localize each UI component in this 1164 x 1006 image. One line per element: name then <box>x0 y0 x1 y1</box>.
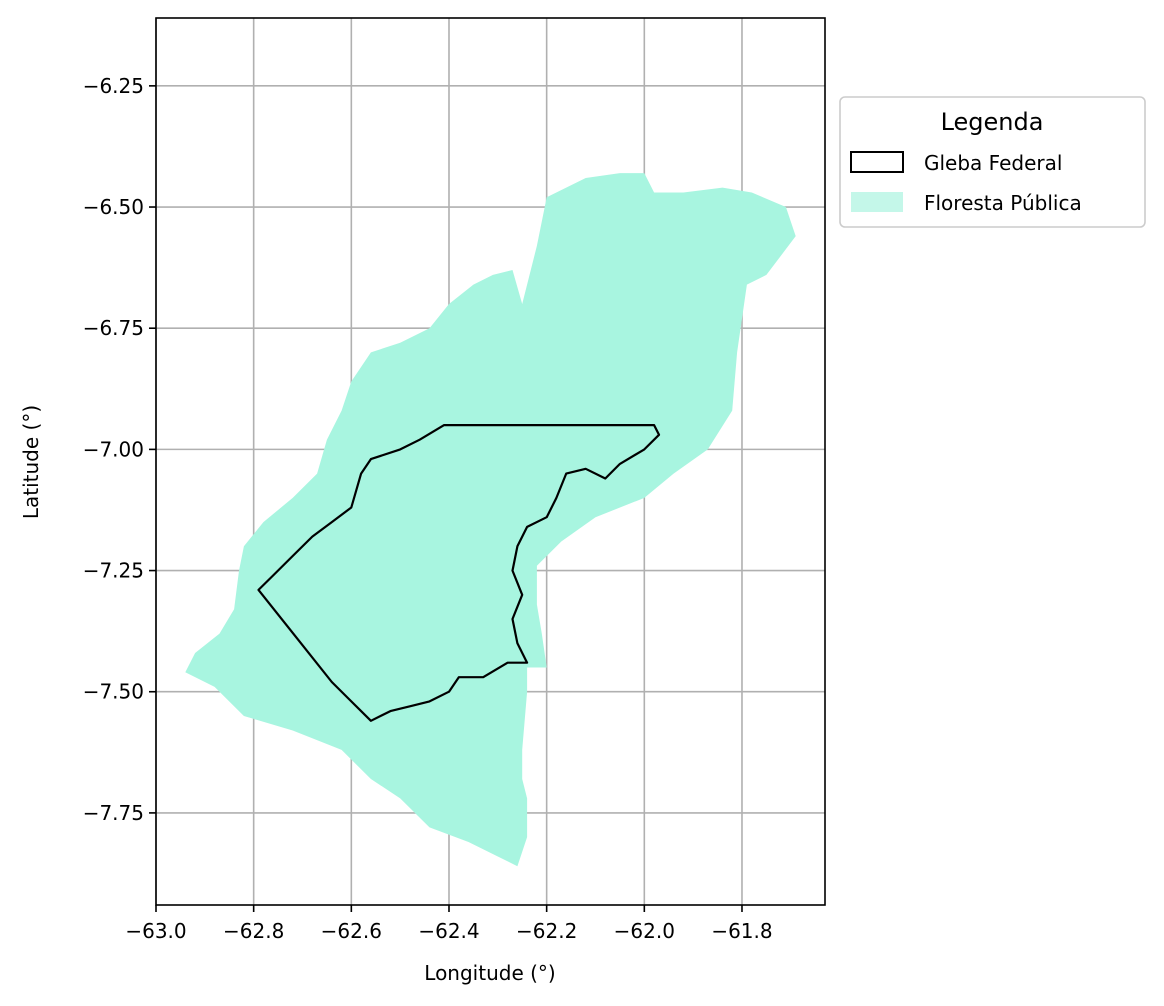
y-tick-label: −7.50 <box>83 680 144 704</box>
axes-frame <box>155 17 826 906</box>
legend: Legenda Gleba Federal Floresta Pública <box>839 96 1146 228</box>
x-tick-label: −63.0 <box>125 919 186 943</box>
x-axis-label: Longitude (°) <box>424 961 555 985</box>
floresta-publica-layer <box>185 173 796 867</box>
y-tick-label: −7.75 <box>83 801 144 825</box>
gleba-federal-polygon <box>257 424 661 722</box>
y-tick-label: −6.75 <box>83 316 144 340</box>
gleba-federal-layer <box>257 424 661 722</box>
legend-title: Legenda <box>941 108 1044 136</box>
x-tick-label: −61.8 <box>711 919 772 943</box>
y-tick-label: −6.25 <box>83 74 144 98</box>
floresta-publica-polygon <box>185 173 796 867</box>
y-ticks: −6.25 −6.50 −6.75 −7.00 −7.25 −7.50 −7.75 <box>83 74 156 825</box>
legend-swatch-floresta-publica <box>851 192 903 212</box>
legend-swatch-gleba-federal <box>850 151 904 173</box>
x-tick-label: −62.6 <box>321 919 382 943</box>
x-tick-label: −62.8 <box>223 919 284 943</box>
y-tick-label: −7.25 <box>83 559 144 583</box>
y-tick-label: −6.50 <box>83 195 144 219</box>
x-tick-label: −62.2 <box>516 919 577 943</box>
legend-entry-gleba-federal: Gleba Federal <box>924 151 1062 175</box>
y-axis-label: Latitude (°) <box>19 405 43 519</box>
y-tick-label: −7.00 <box>83 437 144 461</box>
x-tick-label: −62.4 <box>418 919 479 943</box>
x-ticks: −63.0 −62.8 −62.6 −62.4 −62.2 −62.0 −61.8 <box>125 905 773 943</box>
x-tick-label: −62.0 <box>614 919 675 943</box>
legend-entry-floresta-publica: Floresta Pública <box>924 191 1082 215</box>
legend-box <box>839 96 1146 228</box>
